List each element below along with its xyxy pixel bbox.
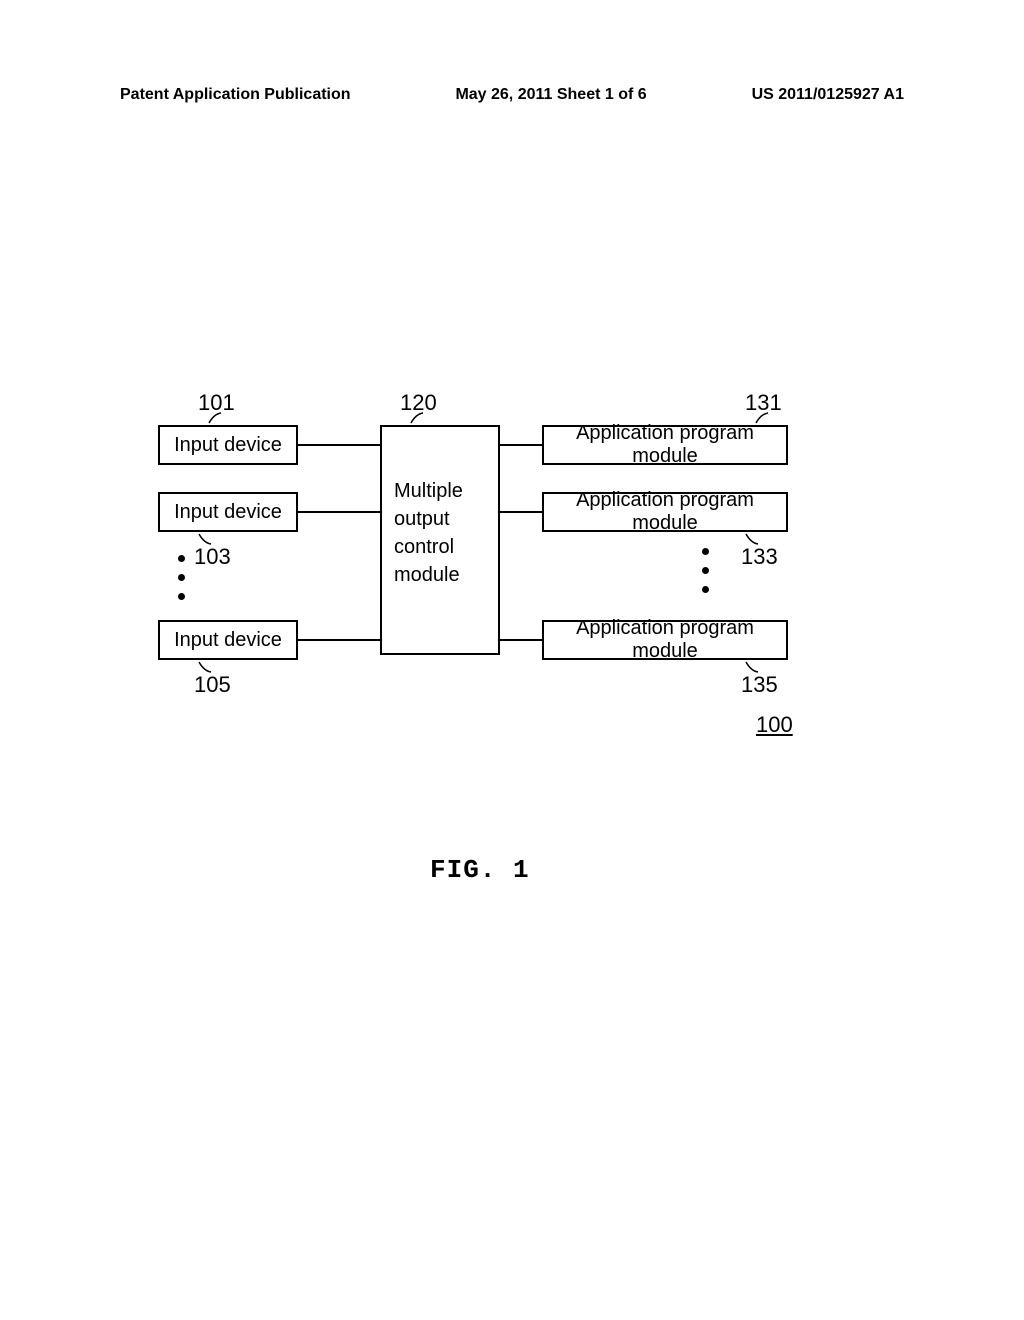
system-ref: 100: [756, 712, 793, 738]
connector-line: [298, 444, 380, 446]
app-module-tick-1: [755, 412, 769, 424]
connector-line: [500, 444, 542, 446]
connector-line: [500, 511, 542, 513]
dot: [178, 593, 185, 600]
app-module-box-1: Application program module: [542, 425, 788, 465]
connector-line: [298, 639, 380, 641]
input-device-ref-3: 105: [194, 672, 231, 698]
center-module-box: Multiple output control module: [380, 425, 500, 655]
app-module-ref-3: 135: [741, 672, 778, 698]
left-dots: [178, 555, 185, 600]
dot: [702, 567, 709, 574]
dot: [178, 574, 185, 581]
input-device-tick-1: [208, 412, 222, 424]
input-device-ref-2: 103: [194, 544, 231, 570]
input-device-label-2: Input device: [174, 501, 282, 524]
app-module-box-3: Application program module: [542, 620, 788, 660]
right-dots: [702, 548, 709, 593]
input-device-label-1: Input device: [174, 434, 282, 457]
app-module-label-2: Application program module: [550, 489, 780, 535]
app-module-ref-2: 133: [741, 544, 778, 570]
app-module-box-2: Application program module: [542, 492, 788, 532]
app-module-label-3: Application program module: [550, 617, 780, 663]
connector-line: [500, 639, 542, 641]
input-device-label-3: Input device: [174, 629, 282, 652]
dot: [702, 548, 709, 555]
diagram-canvas: Multiple output control module 120 Input…: [0, 0, 1024, 1320]
input-device-box-1: Input device: [158, 425, 298, 465]
connector-line: [298, 511, 380, 513]
input-device-box-2: Input device: [158, 492, 298, 532]
center-module-tick: [410, 412, 424, 424]
dot: [702, 586, 709, 593]
dot: [178, 555, 185, 562]
figure-label: FIG. 1: [430, 855, 530, 885]
app-module-label-1: Application program module: [550, 422, 780, 468]
center-module-label: Multiple output control module: [394, 477, 486, 589]
input-device-box-3: Input device: [158, 620, 298, 660]
